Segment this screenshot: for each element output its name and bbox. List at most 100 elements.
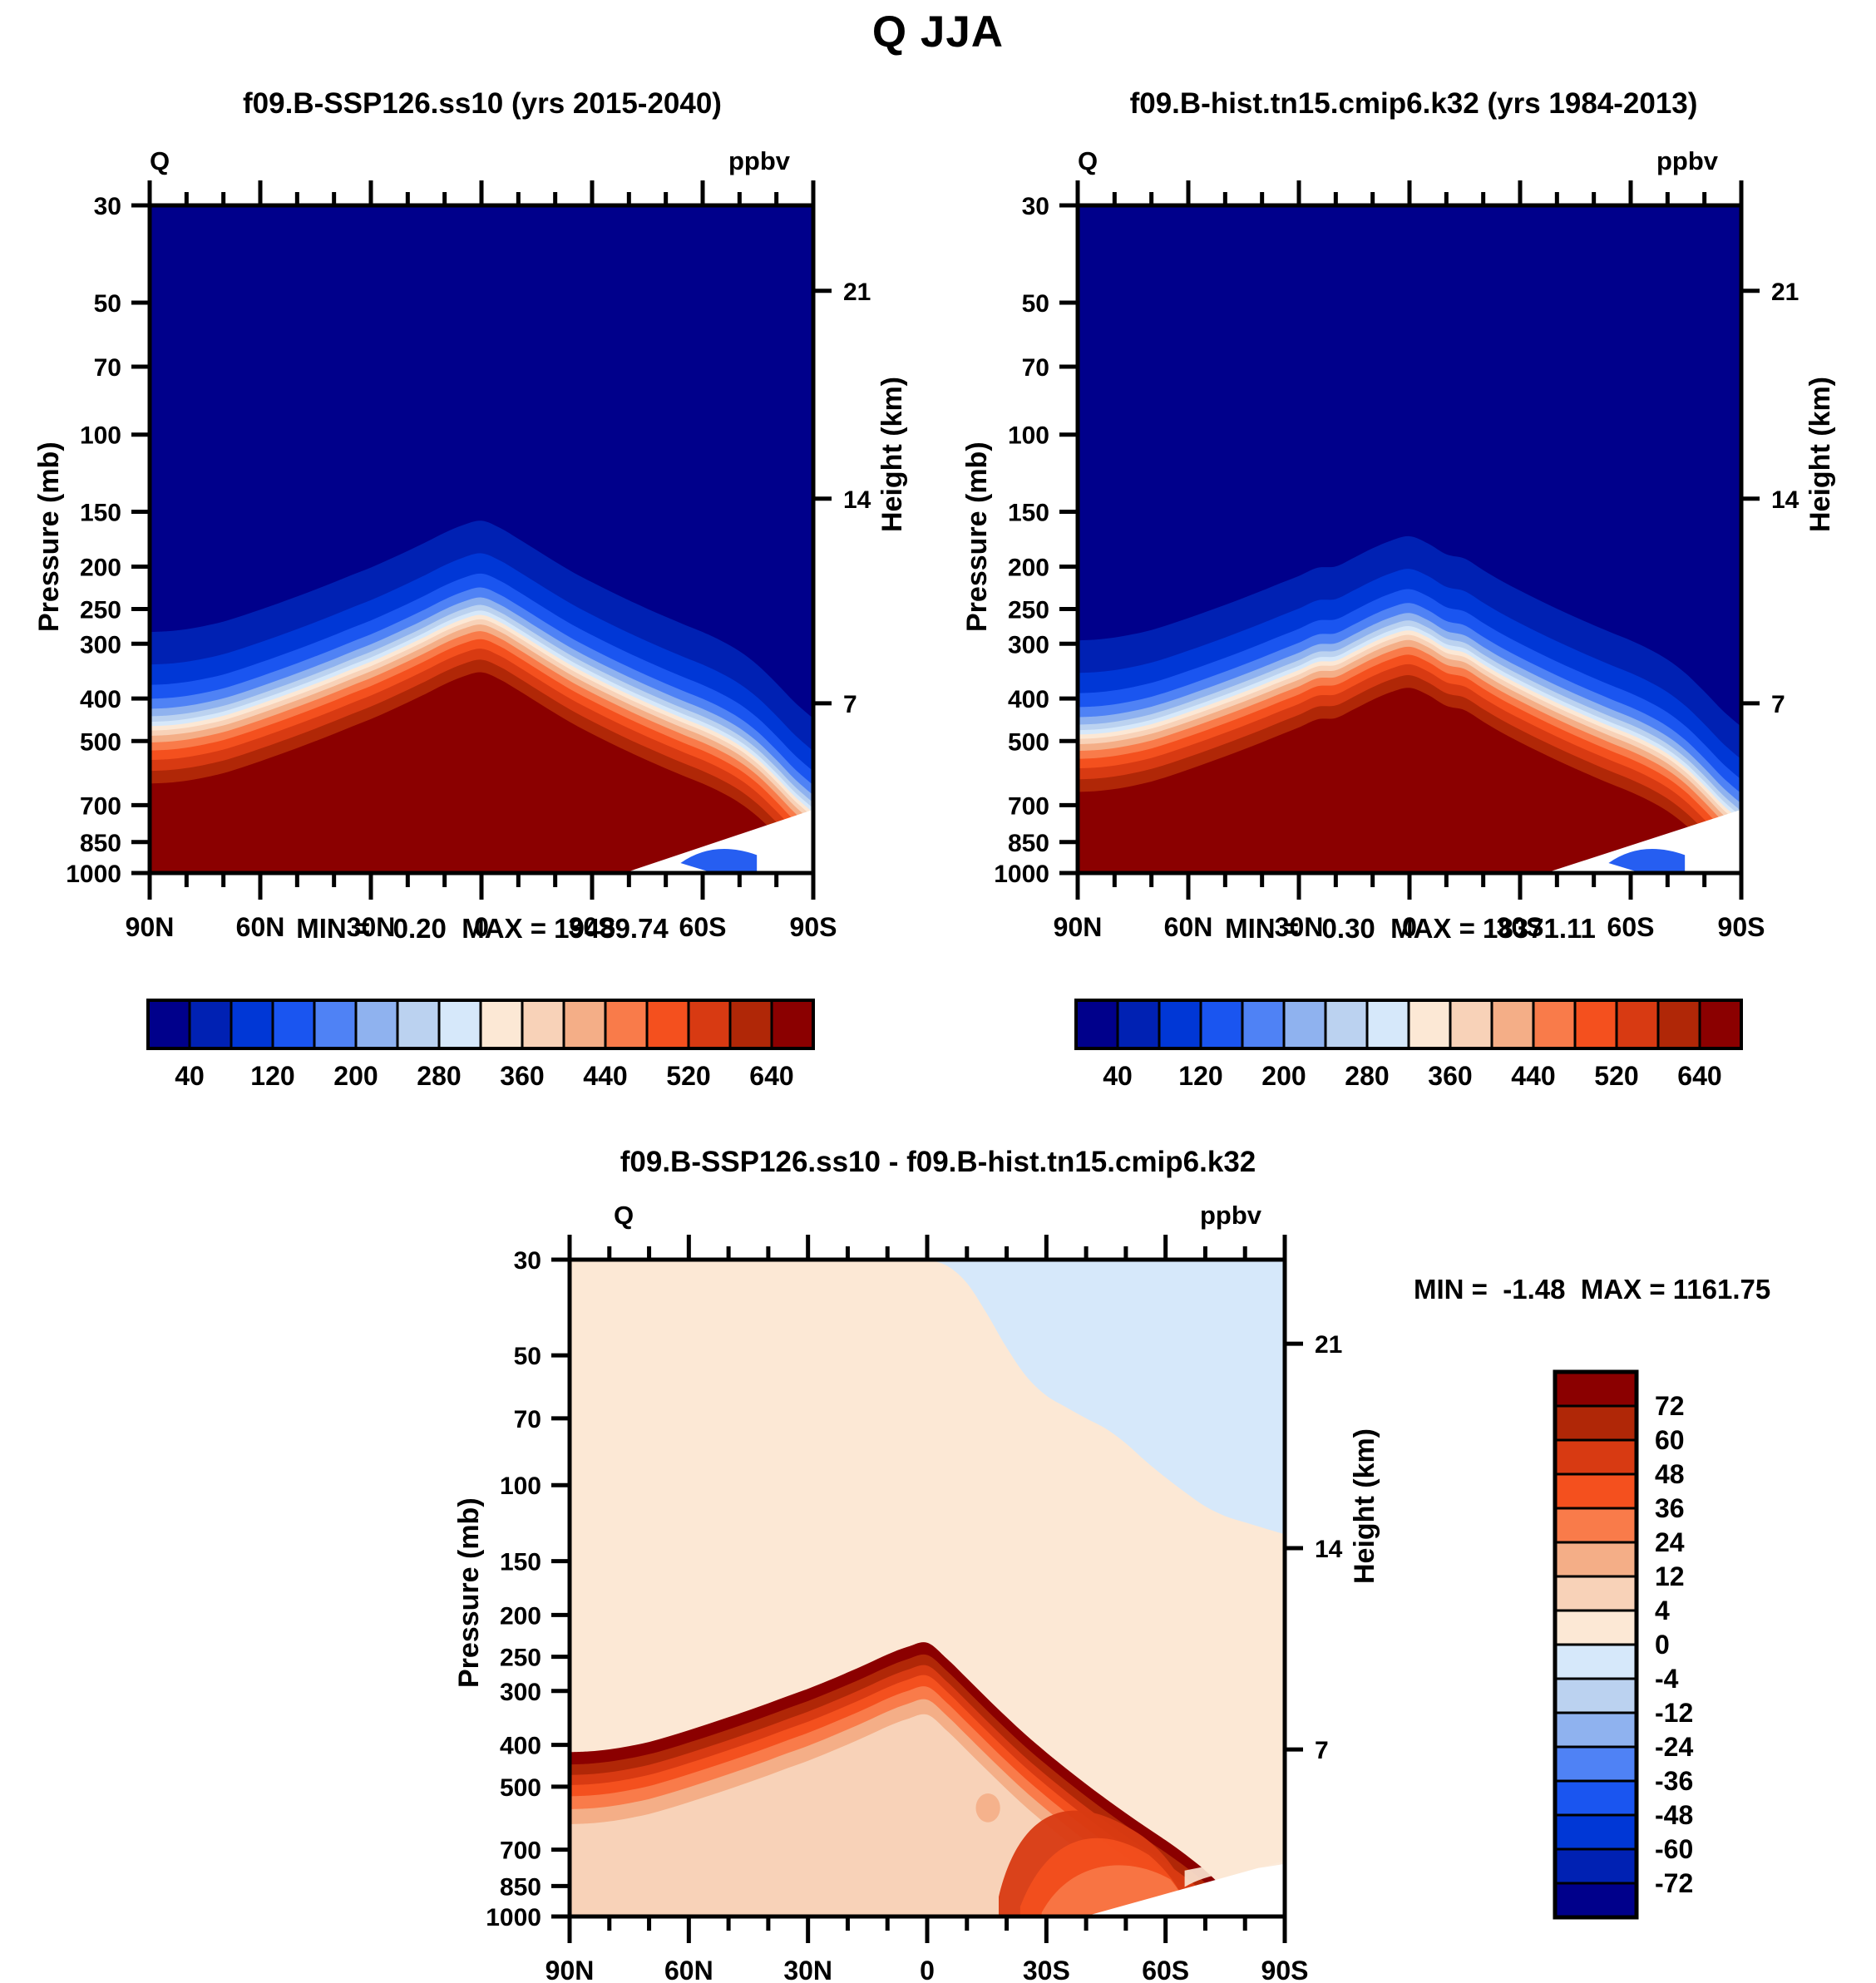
svg-text:60: 60 [1655,1425,1685,1455]
minmax-hist: MIN = 0.30 MAX = 18371.11 [1225,913,1596,944]
units-label-ssp126: ppbv [728,146,791,175]
svg-text:50: 50 [94,290,121,318]
svg-text:21: 21 [843,279,871,306]
svg-text:60N: 60N [236,912,285,942]
svg-text:-36: -36 [1655,1766,1693,1796]
units-label-hist: ppbv [1656,146,1719,175]
svg-text:200: 200 [500,1602,541,1630]
svg-text:100: 100 [1008,422,1049,450]
svg-text:30N: 30N [783,1956,832,1983]
svg-text:90N: 90N [126,912,175,942]
svg-text:400: 400 [80,686,121,713]
svg-text:0: 0 [474,912,489,942]
contour-plot-diff: 3050701001502002503004005007008501000211… [486,1235,1343,1983]
svg-text:100: 100 [500,1472,541,1500]
svg-text:440: 440 [583,1061,627,1091]
svg-text:120: 120 [1178,1061,1222,1091]
svg-text:640: 640 [749,1061,793,1091]
svg-text:70: 70 [94,354,121,382]
svg-text:12: 12 [1655,1561,1685,1591]
svg-text:-24: -24 [1655,1732,1693,1762]
svg-text:440: 440 [1511,1061,1555,1091]
svg-text:4: 4 [1655,1596,1670,1625]
svg-text:100: 100 [80,422,121,450]
svg-text:60S: 60S [1607,912,1655,942]
svg-text:14: 14 [843,486,871,514]
svg-text:150: 150 [500,1549,541,1576]
variable-label-hist: Q [1078,146,1098,175]
svg-text:500: 500 [500,1774,541,1802]
svg-text:60N: 60N [1164,912,1213,942]
svg-text:700: 700 [80,792,121,820]
svg-text:30S: 30S [1023,1956,1070,1983]
minmax-ssp126: MIN = 0.20 MAX = 19489.74 [296,913,669,944]
svg-text:280: 280 [1345,1061,1389,1091]
svg-text:30S: 30S [1497,912,1544,942]
svg-text:850: 850 [80,830,121,857]
svg-text:60S: 60S [679,912,727,942]
svg-text:0: 0 [920,1956,935,1983]
svg-text:72: 72 [1655,1391,1685,1421]
svg-text:850: 850 [1008,830,1049,857]
svg-text:200: 200 [1008,554,1049,581]
units-label-diff: ppbv [1200,1201,1262,1230]
svg-text:14: 14 [1771,486,1799,514]
svg-text:520: 520 [1594,1061,1638,1091]
svg-text:400: 400 [500,1733,541,1760]
svg-text:400: 400 [1008,686,1049,713]
svg-text:60N: 60N [664,1956,713,1983]
contour-plot-hist: 3050701001502002503004005007008501000211… [994,180,1799,942]
svg-text:30N: 30N [1275,912,1324,942]
colorbar-horizontal-ssp126: 40 120 200 280 360 440 520 640 [146,999,815,1091]
svg-text:300: 300 [80,631,121,659]
svg-text:40: 40 [175,1061,205,1091]
svg-text:30: 30 [94,193,121,220]
svg-text:150: 150 [1008,500,1049,527]
svg-text:36: 36 [1655,1493,1685,1523]
svg-text:60S: 60S [1142,1956,1189,1983]
svg-text:300: 300 [500,1679,541,1706]
svg-text:1000: 1000 [994,861,1049,888]
svg-text:1000: 1000 [486,1904,541,1931]
svg-text:-48: -48 [1655,1800,1693,1830]
svg-text:90N: 90N [1054,912,1103,942]
svg-text:30N: 30N [347,912,396,942]
svg-text:-72: -72 [1655,1868,1693,1898]
variable-label-diff: Q [614,1201,634,1230]
svg-text:520: 520 [666,1061,710,1091]
contour-plot-ssp126: 3050701001502002503004005007008501000211… [66,180,871,942]
svg-text:280: 280 [417,1061,461,1091]
minmax-diff: MIN = -1.48 MAX = 1161.75 [1414,1274,1771,1305]
svg-text:48: 48 [1655,1459,1685,1489]
svg-text:7: 7 [1771,691,1785,718]
svg-text:200: 200 [1261,1061,1306,1091]
svg-text:700: 700 [500,1837,541,1865]
colorbar-vertical-diff: 72 60 48 36 24 12 4 0 -4 -12 -24 -36 -48 -60 -72 [1553,1369,1693,1920]
svg-text:24: 24 [1655,1527,1685,1557]
svg-text:250: 250 [500,1645,541,1672]
page-title: Q JJA [871,7,1005,57]
svg-text:360: 360 [1428,1061,1472,1091]
svg-text:70: 70 [1022,354,1049,382]
svg-text:700: 700 [1008,792,1049,820]
svg-text:14: 14 [1315,1536,1343,1563]
svg-text:7: 7 [1315,1737,1329,1764]
svg-text:21: 21 [1315,1331,1342,1359]
svg-text:-60: -60 [1655,1834,1693,1864]
svg-text:30S: 30S [569,912,616,942]
svg-text:30: 30 [514,1247,541,1275]
svg-text:250: 250 [80,597,121,624]
svg-text:120: 120 [250,1061,294,1091]
svg-text:50: 50 [514,1343,541,1370]
svg-text:90S: 90S [1261,1956,1309,1983]
svg-text:850: 850 [500,1873,541,1901]
svg-text:90S: 90S [790,912,837,942]
svg-text:30: 30 [1022,193,1049,220]
svg-text:7: 7 [843,691,857,718]
svg-text:0: 0 [1402,912,1417,942]
svg-text:360: 360 [500,1061,544,1091]
colorbar-horizontal-hist: 40 120 200 280 360 440 520 640 [1074,999,1743,1091]
svg-text:40: 40 [1103,1061,1133,1091]
svg-text:90N: 90N [546,1956,595,1983]
svg-text:-12: -12 [1655,1698,1693,1728]
